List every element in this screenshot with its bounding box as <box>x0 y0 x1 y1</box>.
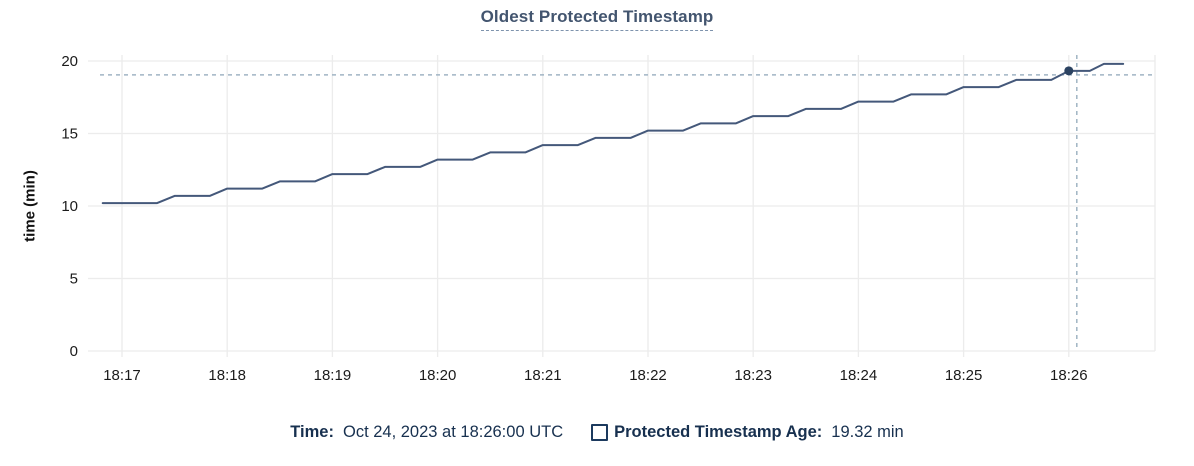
x-tick-label: 18:24 <box>840 367 878 384</box>
time-value: Oct 24, 2023 at 18:26:00 UTC <box>342 423 564 441</box>
x-tick-label: 18:21 <box>524 367 562 384</box>
x-tick-label: 18:19 <box>314 367 352 384</box>
series-line <box>101 62 1125 205</box>
x-tick-label: 18:25 <box>945 367 983 384</box>
series-value: 19.32 min <box>831 423 904 441</box>
x-tick-label: 18:23 <box>734 367 772 384</box>
y-tick-label: 0 <box>70 343 78 360</box>
y-tick-label: 15 <box>61 126 78 143</box>
x-tick-label: 18:17 <box>103 367 141 384</box>
y-tick-label: 5 <box>70 271 78 288</box>
timeseries-chart[interactable]: 0 5 10 15 20 18:17 18:18 18:19 18:20 18:21 18:22 18… <box>0 0 1194 400</box>
x-tick-label: 18:22 <box>629 367 667 384</box>
chart-title-row: Oldest Protected Timestamp <box>0 7 1194 31</box>
y-tick-label: 10 <box>61 198 78 215</box>
x-tick-label: 18:26 <box>1050 367 1088 384</box>
x-tick-label: 18:18 <box>208 367 246 384</box>
x-tick-label: 18:20 <box>419 367 457 384</box>
hover-point-dot <box>1064 66 1074 76</box>
chart-title[interactable]: Oldest Protected Timestamp <box>480 7 714 31</box>
series-label: Protected Timestamp Age: <box>614 423 823 441</box>
hover-tooltip-legend: Time: Oct 24, 2023 at 18:26:00 UTC Prote… <box>0 422 1194 442</box>
time-label: Time: <box>290 423 334 441</box>
series-checkbox[interactable] <box>591 423 609 441</box>
y-tick-label: 20 <box>61 53 78 70</box>
